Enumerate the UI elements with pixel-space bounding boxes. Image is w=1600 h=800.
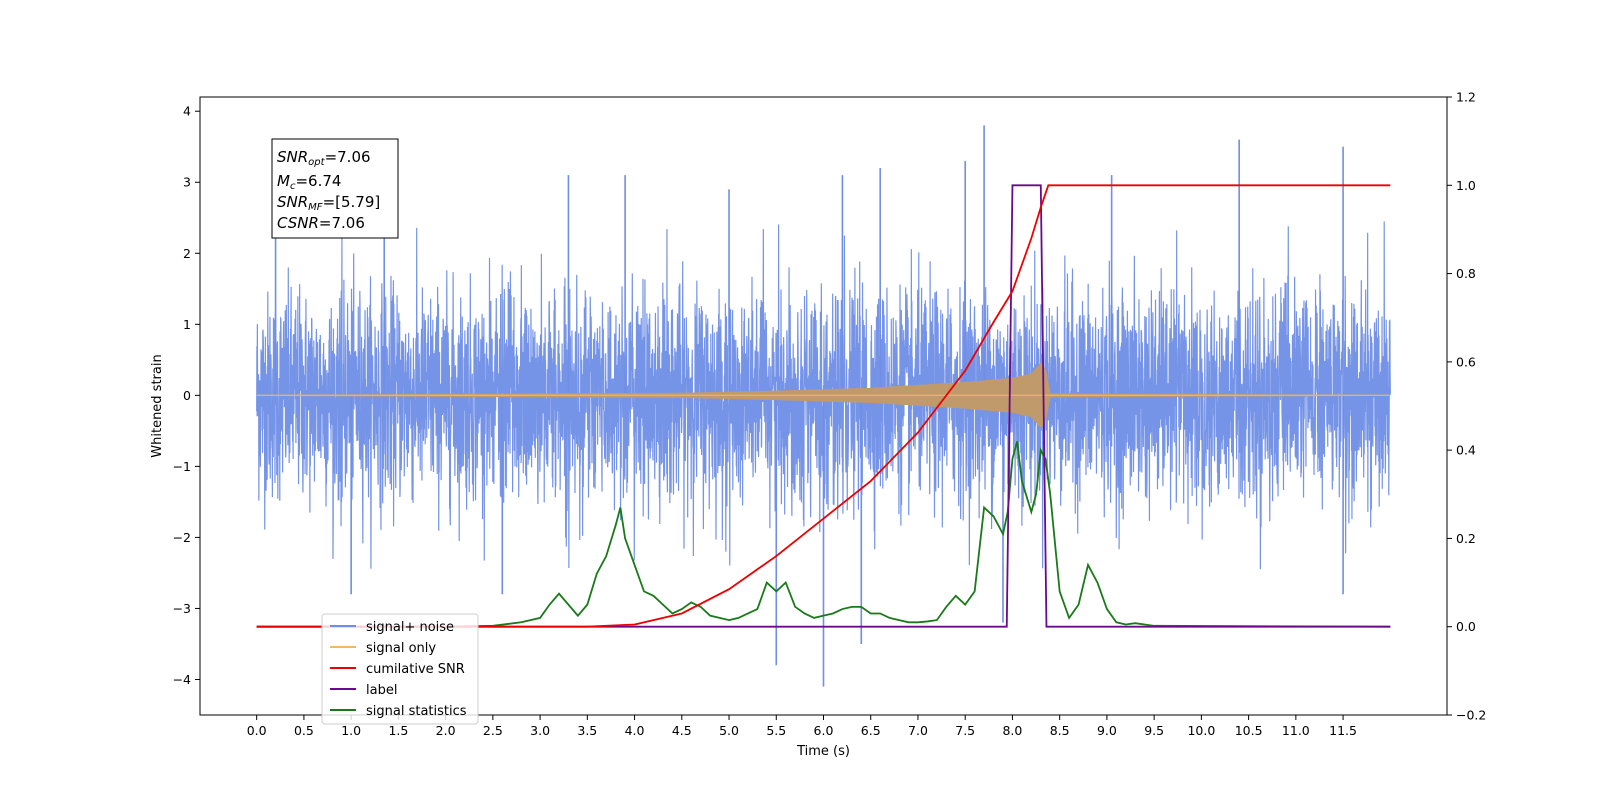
axes: 0.0 0.5 1.0 1.5 2.0 2.5 3.0 3.5 4.0 4.5 5.0 5.5 6.0 6… [150, 90, 1486, 760]
x-tick-label: 1.5 [388, 723, 408, 738]
x-axis-label: Time (s) [796, 744, 850, 759]
x-tick-label: 11.5 [1329, 723, 1357, 738]
x-tick-label: 10.0 [1187, 723, 1215, 738]
legend-label: signal+ noise [366, 620, 454, 635]
x-tick-label: 3.0 [530, 723, 550, 738]
y-right-tick-label: 0.8 [1456, 266, 1476, 281]
x-tick-label: 11.0 [1282, 723, 1310, 738]
x-tick-label: 10.5 [1235, 723, 1263, 738]
x-tick-label: 2.0 [436, 723, 456, 738]
plot-area [256, 125, 1391, 687]
y-left-tick-label: 4 [183, 104, 191, 119]
x-tick-label: 0.0 [247, 723, 267, 738]
x-tick-label: 1.0 [341, 723, 361, 738]
y-left-tick-label: −4 [173, 672, 191, 687]
info-box-frame [271, 138, 399, 239]
x-tick-label: 5.0 [719, 723, 739, 738]
x-tick-label: 9.0 [1097, 723, 1117, 738]
y-left-tick-label: 1 [183, 317, 191, 332]
info-mc: Mc=6.74 [277, 172, 341, 192]
y-left-tick-label: −3 [173, 601, 191, 616]
info-snr-opt: SNRopt=7.06 [277, 148, 371, 168]
x-tick-label: 0.5 [294, 723, 314, 738]
x-tick-label: 4.0 [625, 723, 645, 738]
legend-label: label [366, 683, 397, 698]
series-signal-noise-line [256, 221, 1391, 570]
x-tick-label: 6.5 [861, 723, 881, 738]
y-left-tick-label: 3 [183, 175, 191, 190]
x-tick-label: 8.0 [1002, 723, 1022, 738]
y-left-tick-label: −1 [173, 459, 191, 474]
y-left-tick-label: 0 [183, 388, 191, 403]
series-label-line [256, 184, 1391, 628]
info-snr-mf: SNRMF=[5.79] [277, 193, 380, 213]
y-right-tick-label: 0.0 [1456, 619, 1476, 634]
y-axis-label-left: Whitened strain [150, 354, 165, 457]
y-left-tick-label: 2 [183, 246, 191, 261]
x-tick-label: 9.5 [1144, 723, 1164, 738]
y-right-tick-label: 0.4 [1456, 443, 1476, 458]
x-tick-label: 8.5 [1050, 723, 1070, 738]
x-tick-label: 5.5 [766, 723, 786, 738]
info-csnr: CSNR=7.06 [277, 214, 365, 232]
series-cumulative-snr-line [256, 184, 1391, 628]
x-tick-label: 2.5 [483, 723, 503, 738]
y-right-tick-label: 1.2 [1456, 90, 1476, 105]
y-right-tick-label: 0.2 [1456, 531, 1476, 546]
x-tick-label: 7.5 [955, 723, 975, 738]
x-tick-label: 6.0 [814, 723, 834, 738]
legend: signal+ noise signal only cumilative SNR la… [321, 613, 479, 725]
y-right-tick-label: 1.0 [1456, 178, 1476, 193]
legend-label: signal statistics [366, 704, 467, 719]
y-right-tick-label: −0.2 [1456, 708, 1486, 723]
x-tick-label: 7.0 [908, 723, 928, 738]
y-left-tick-label: −2 [173, 530, 191, 545]
x-tick-label: 3.5 [577, 723, 597, 738]
y-right-tick-label: 0.6 [1456, 354, 1476, 369]
legend-label: cumilative SNR [366, 662, 465, 677]
legend-frame [321, 613, 479, 725]
legend-label: signal only [366, 641, 436, 656]
info-box: SNRopt=7.06 Mc=6.74 SNRMF=[5.79] CSNR=7.… [271, 138, 399, 239]
x-tick-label: 4.5 [672, 723, 692, 738]
